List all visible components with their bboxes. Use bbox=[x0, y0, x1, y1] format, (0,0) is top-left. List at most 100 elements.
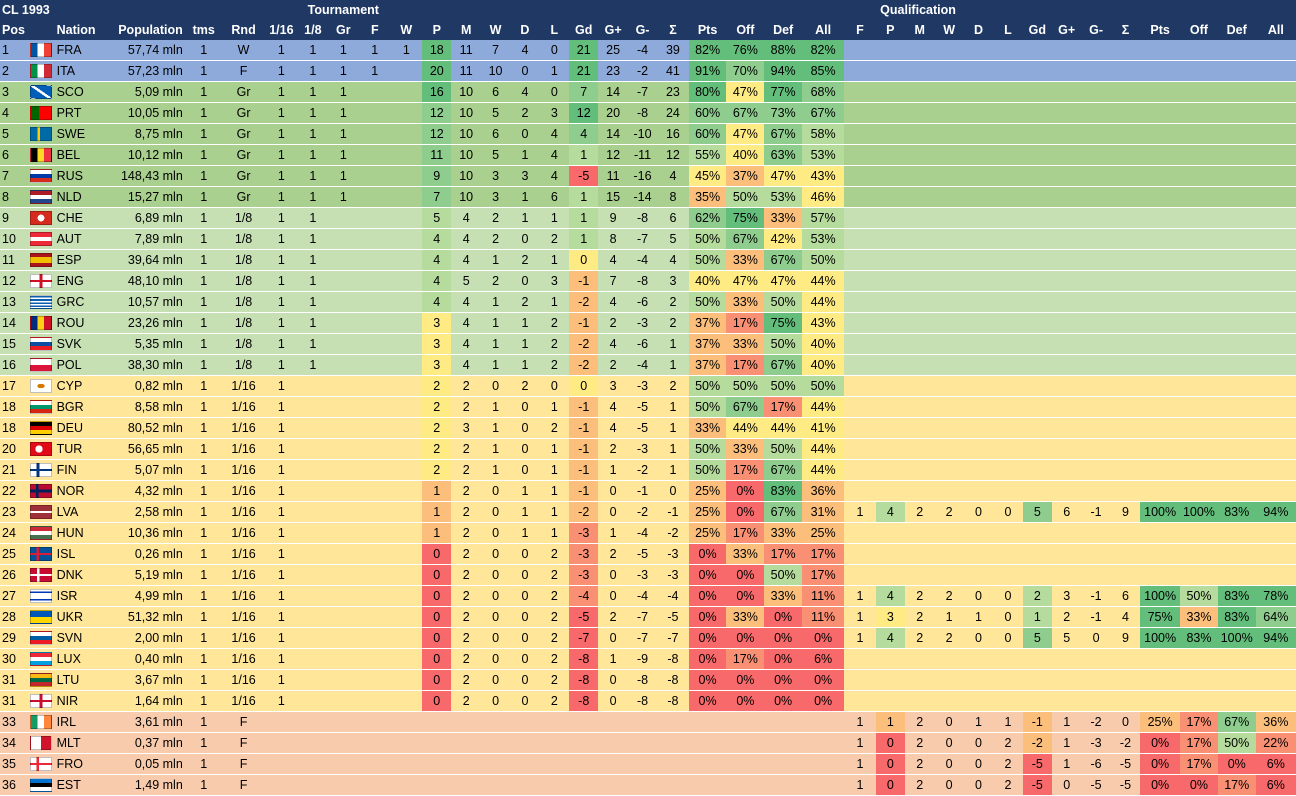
column-header[interactable]: 1/8 bbox=[298, 20, 328, 40]
table-row[interactable]: 10 AUT 7,89 mln 1 1/8 1 1 4 4 2 0 2 1 8 -7 5 50% 67% 42% 53… bbox=[0, 228, 1296, 250]
column-header[interactable]: L bbox=[993, 20, 1023, 40]
column-header[interactable]: Gr bbox=[327, 20, 360, 40]
table-row[interactable]: 21 FIN 5,07 mln 1 1/16 1 2 2 1 0 1 -1 1 -2 1 50% 17% 67% 4… bbox=[0, 459, 1296, 481]
column-header[interactable]: W bbox=[480, 20, 511, 40]
table-row[interactable]: 27 ISR 4,99 mln 1 1/16 1 0 2 0 0 2 -4 0 -4 -4 0% 0% 33% 11… bbox=[0, 585, 1296, 607]
table-row[interactable]: 6 BEL 10,12 mln 1 Gr 1 1 1 11 10 5 1 4 1 12 -11 12 55% 40%… bbox=[0, 144, 1296, 166]
column-header[interactable]: Population bbox=[104, 20, 185, 40]
table-cell: 0 bbox=[510, 60, 540, 82]
table-cell: Gr bbox=[222, 186, 265, 208]
table-cell bbox=[1081, 480, 1111, 502]
column-header[interactable]: Σ bbox=[1110, 20, 1141, 40]
column-header[interactable]: tms bbox=[184, 20, 223, 40]
table-row[interactable]: 5 SWE 8,75 mln 1 Gr 1 1 1 12 10 6 0 4 4 14 -10 16 60% 47% 6… bbox=[0, 123, 1296, 145]
table-row[interactable]: 31 LTU 3,67 mln 1 1/16 1 0 2 0 0 2 -8 0 -8 -8 0% 0% 0% 0% bbox=[0, 669, 1296, 691]
table-row[interactable]: 8 NLD 15,27 mln 1 Gr 1 1 1 7 10 3 1 6 1 15 -14 8 35% 50% 53… bbox=[0, 186, 1296, 208]
table-row[interactable]: 22 NOR 4,32 mln 1 1/16 1 1 2 0 1 1 -1 0 -1 0 25% 0% 83% 36… bbox=[0, 480, 1296, 502]
table-row[interactable]: 34 MLT 0,37 mln 1 F 1 0 2 0 0 2 -2 1 -3 -2 0% 17% 50% 22% bbox=[0, 732, 1296, 754]
table-row[interactable]: 29 SVN 2,00 mln 1 1/16 1 0 2 0 0 2 -7 0 -7 -7 0% 0% 0% 0% 1… bbox=[0, 627, 1296, 649]
table-row[interactable]: 14 ROU 23,26 mln 1 1/8 1 1 3 4 1 1 2 -1 2 -3 2 37% 17% 75%… bbox=[0, 312, 1296, 334]
column-header[interactable]: Gd bbox=[1022, 20, 1052, 40]
table-row[interactable]: 13 GRC 10,57 mln 1 1/8 1 1 4 4 1 2 1 -2 4 -6 2 50% 33% 50%… bbox=[0, 291, 1296, 313]
column-header[interactable]: Rnd bbox=[222, 20, 265, 40]
table-row[interactable]: 36 EST 1,49 mln 1 F 1 0 2 0 0 2 -5 0 -5 -5 0% 0% 17% 6% bbox=[0, 774, 1296, 796]
column-header[interactable]: Pts bbox=[688, 20, 727, 40]
column-header[interactable]: G+ bbox=[598, 20, 628, 40]
flag-icon bbox=[29, 190, 52, 205]
column-header[interactable]: Gd bbox=[569, 20, 599, 40]
column-header[interactable] bbox=[27, 20, 55, 40]
column-header[interactable]: G- bbox=[627, 20, 658, 40]
column-header[interactable]: Pts bbox=[1140, 20, 1181, 40]
table-row[interactable]: 9 CHE 6,89 mln 1 1/8 1 1 5 4 2 1 1 1 9 -8 6 62% 75% 33% 57% bbox=[0, 207, 1296, 229]
column-header[interactable]: L bbox=[539, 20, 570, 40]
column-header[interactable]: W bbox=[390, 20, 423, 40]
table-cell: 50% bbox=[688, 228, 727, 250]
table-cell: 53% bbox=[802, 228, 845, 250]
table-row[interactable]: 17 CYP 0,82 mln 1 1/16 1 2 2 0 2 0 0 3 -3 2 50% 50% 50% 50… bbox=[0, 375, 1296, 397]
table-row[interactable]: 2 ITA 57,23 mln 1 F 1 1 1 1 20 11 10 0 1 21 23 -2 41 91% 70… bbox=[0, 60, 1296, 82]
table-row[interactable]: 28 UKR 51,32 mln 1 1/16 1 0 2 0 0 2 -5 2 -7 -5 0% 33% 0% 1… bbox=[0, 606, 1296, 628]
column-header[interactable]: Def bbox=[764, 20, 803, 40]
column-header[interactable]: M bbox=[905, 20, 935, 40]
column-header[interactable]: 1/16 bbox=[264, 20, 299, 40]
column-header[interactable]: G+ bbox=[1052, 20, 1082, 40]
column-header[interactable]: All bbox=[802, 20, 845, 40]
flag-icon bbox=[27, 207, 55, 229]
table-cell: 6 bbox=[657, 207, 689, 229]
table-row[interactable]: 3 SCO 5,09 mln 1 Gr 1 1 1 16 10 6 4 0 7 14 -7 23 80% 47% 77… bbox=[0, 81, 1296, 103]
table-row[interactable]: 18 BGR 8,58 mln 1 1/16 1 2 2 1 0 1 -1 4 -5 1 50% 67% 17% 4… bbox=[0, 396, 1296, 418]
table-cell bbox=[934, 312, 964, 334]
table-cell: 1 bbox=[657, 354, 689, 376]
table-row[interactable]: 11 ESP 39,64 mln 1 1/8 1 1 4 4 1 2 1 0 4 -4 4 50% 33% 67% 5… bbox=[0, 249, 1296, 271]
table-row[interactable]: 18 DEU 80,52 mln 1 1/16 1 2 3 1 0 2 -1 4 -5 1 33% 44% 44%… bbox=[0, 417, 1296, 439]
table-cell bbox=[1255, 480, 1296, 502]
column-header[interactable]: W bbox=[934, 20, 964, 40]
table-row[interactable]: 31 NIR 1,64 mln 1 1/16 1 0 2 0 0 2 -8 0 -8 -8 0% 0% 0% 0% bbox=[0, 690, 1296, 712]
table-row[interactable]: 4 PRT 10,05 mln 1 Gr 1 1 1 12 10 5 2 3 12 20 -8 24 60% 67%… bbox=[0, 102, 1296, 124]
column-header[interactable]: Def bbox=[1217, 20, 1256, 40]
column-header[interactable]: D bbox=[963, 20, 994, 40]
table-cell: 0 bbox=[963, 753, 994, 775]
table-cell bbox=[963, 40, 994, 61]
column-header[interactable]: D bbox=[510, 20, 540, 40]
table-row[interactable]: 35 FRO 0,05 mln 1 F 1 0 2 0 0 2 -5 1 -6 -5 0% 17% 0% 6% bbox=[0, 753, 1296, 775]
table-row[interactable]: 20 TUR 56,65 mln 1 1/16 1 2 2 1 0 1 -1 2 -3 1 50% 33% 50%… bbox=[0, 438, 1296, 460]
column-header[interactable]: Off bbox=[726, 20, 765, 40]
table-row[interactable]: 26 DNK 5,19 mln 1 1/16 1 0 2 0 0 2 -3 0 -3 -3 0% 0% 50% 17… bbox=[0, 564, 1296, 586]
table-cell: 10 bbox=[451, 81, 481, 103]
table-row[interactable]: 16 POL 38,30 mln 1 1/8 1 1 3 4 1 1 2 -2 2 -4 1 37% 17% 67%… bbox=[0, 354, 1296, 376]
table-cell: PRT bbox=[54, 102, 105, 124]
column-header[interactable]: Σ bbox=[657, 20, 689, 40]
table-cell: 31 bbox=[0, 669, 28, 691]
column-header[interactable]: P bbox=[875, 20, 906, 40]
column-header[interactable]: Nation bbox=[54, 20, 105, 40]
column-header[interactable]: P bbox=[422, 20, 452, 40]
flag-icon bbox=[29, 232, 52, 247]
table-cell: -5 bbox=[569, 606, 599, 628]
table-row[interactable]: 1 FRA 57,74 mln 1 W 1 1 1 1 1 18 11 7 4 0 21 25 -4 39 82% 76… bbox=[0, 40, 1296, 61]
table-cell: DEU bbox=[54, 417, 105, 439]
table-row[interactable]: 24 HUN 10,36 mln 1 1/16 1 1 2 0 1 1 -3 1 -4 -2 25% 17% 33… bbox=[0, 522, 1296, 544]
table-cell bbox=[1180, 648, 1218, 670]
table-row[interactable]: 7 RUS 148,43 mln 1 Gr 1 1 1 9 10 3 3 4 -5 11 -16 4 45% 37%… bbox=[0, 165, 1296, 187]
table-cell: 2 bbox=[451, 627, 481, 649]
table-row[interactable]: 23 LVA 2,58 mln 1 1/16 1 1 2 0 1 1 -2 0 -2 -1 25% 0% 67% 3… bbox=[0, 501, 1296, 523]
table-cell: -8 bbox=[627, 690, 658, 712]
column-header[interactable]: Off bbox=[1180, 20, 1218, 40]
table-row[interactable]: 15 SVK 5,35 mln 1 1/8 1 1 3 4 1 1 2 -2 4 -6 1 37% 33% 50% 4… bbox=[0, 333, 1296, 355]
table-row[interactable]: 12 ENG 48,10 mln 1 1/8 1 1 4 5 2 0 3 -1 7 -8 3 40% 47% 47%… bbox=[0, 270, 1296, 292]
table-cell bbox=[963, 186, 994, 208]
column-header[interactable]: F bbox=[359, 20, 391, 40]
column-header[interactable]: G- bbox=[1081, 20, 1111, 40]
table-row[interactable]: 25 ISL 0,26 mln 1 1/16 1 0 2 0 0 2 -3 2 -5 -3 0% 33% 17% 1… bbox=[0, 543, 1296, 565]
column-header[interactable]: F bbox=[844, 20, 876, 40]
table-cell: 2 bbox=[510, 291, 540, 313]
table-row[interactable]: 30 LUX 0,40 mln 1 1/16 1 0 2 0 0 2 -8 1 -9 -8 0% 17% 0% 6% bbox=[0, 648, 1296, 670]
column-header[interactable]: All bbox=[1255, 20, 1296, 40]
table-row[interactable]: 33 IRL 3,61 mln 1 F 1 1 2 0 1 1 -1 1 -2 0 25% 17% 67% 36% bbox=[0, 711, 1296, 733]
table-cell bbox=[1140, 228, 1181, 250]
column-header[interactable]: Pos bbox=[0, 20, 28, 40]
column-header[interactable]: M bbox=[451, 20, 481, 40]
table-cell: 67% bbox=[764, 123, 803, 145]
